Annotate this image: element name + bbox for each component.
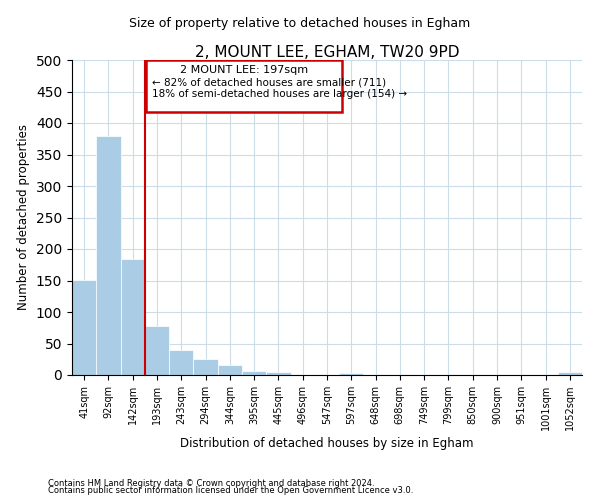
Bar	[266, 372, 290, 375]
Bar	[193, 359, 218, 375]
Text: 2 MOUNT LEE: 197sqm: 2 MOUNT LEE: 197sqm	[180, 65, 308, 75]
Text: Size of property relative to detached houses in Egham: Size of property relative to detached ho…	[130, 18, 470, 30]
Bar	[558, 372, 582, 375]
Bar	[169, 350, 193, 375]
Bar	[339, 373, 364, 375]
Bar	[242, 371, 266, 375]
Bar	[72, 280, 96, 375]
FancyBboxPatch shape	[146, 60, 341, 112]
Bar	[121, 259, 145, 375]
X-axis label: Distribution of detached houses by size in Egham: Distribution of detached houses by size …	[180, 437, 474, 450]
Title: 2, MOUNT LEE, EGHAM, TW20 9PD: 2, MOUNT LEE, EGHAM, TW20 9PD	[195, 45, 459, 60]
Bar	[145, 326, 169, 375]
Text: Contains public sector information licensed under the Open Government Licence v3: Contains public sector information licen…	[48, 486, 413, 495]
Bar	[96, 136, 121, 375]
Bar	[218, 365, 242, 375]
Text: 18% of semi-detached houses are larger (154) →: 18% of semi-detached houses are larger (…	[152, 89, 407, 99]
Text: ← 82% of detached houses are smaller (711): ← 82% of detached houses are smaller (71…	[152, 77, 386, 87]
Y-axis label: Number of detached properties: Number of detached properties	[17, 124, 31, 310]
Text: Contains HM Land Registry data © Crown copyright and database right 2024.: Contains HM Land Registry data © Crown c…	[48, 478, 374, 488]
